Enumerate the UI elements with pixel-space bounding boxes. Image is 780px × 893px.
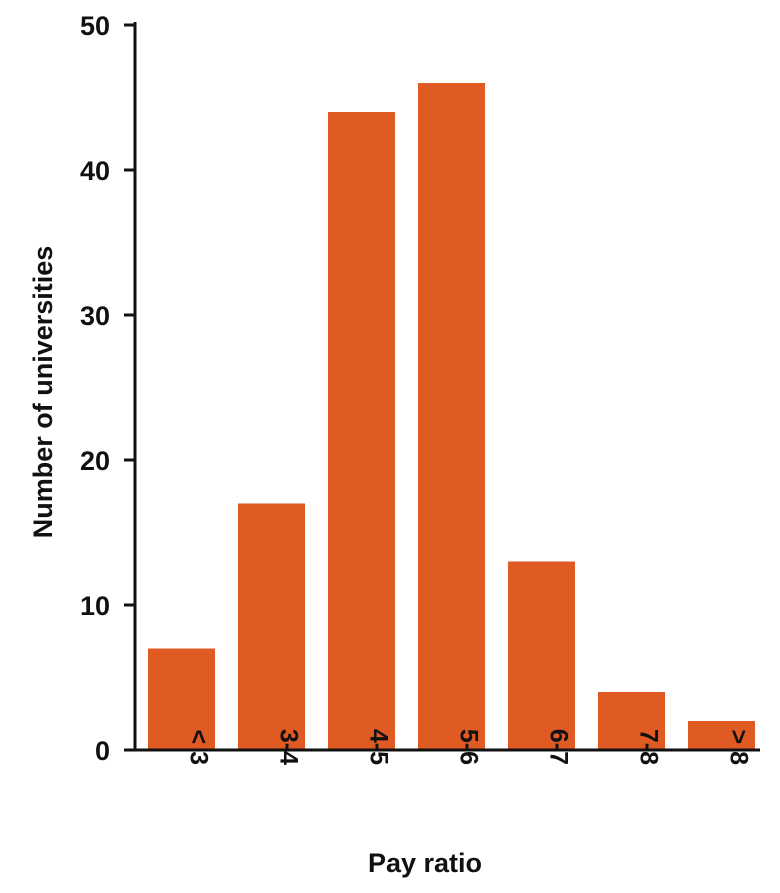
x-tick-label: 7-8 [635, 729, 663, 765]
y-axis-ticks: 0 10 20 30 40 50 [80, 11, 135, 766]
x-tick-label: 3-4 [275, 729, 303, 765]
x-tick-label: 4-5 [365, 729, 393, 765]
bar-5 [598, 692, 665, 750]
bar-6 [688, 721, 755, 750]
x-tick-label: 6-7 [545, 729, 573, 765]
bar-3 [418, 83, 485, 750]
x-tick-label: < 3 [185, 730, 213, 765]
bar-2 [328, 112, 395, 750]
y-tick-label: 20 [80, 446, 110, 476]
x-tick-label: > 8 [725, 730, 753, 766]
bar-1 [238, 503, 305, 750]
y-axis-title: Number of universities [28, 246, 58, 539]
bars-group [148, 83, 755, 750]
x-tick-label: 5-6 [455, 729, 483, 765]
y-tick-label: 40 [80, 156, 110, 186]
x-axis-tick-labels: < 3 3-4 4-5 5-6 6-7 7-8 > 8 [185, 729, 753, 765]
bar-4 [508, 561, 575, 750]
y-tick-label: 50 [80, 11, 110, 41]
y-tick-label: 0 [95, 736, 110, 766]
y-tick-label: 10 [80, 591, 110, 621]
y-tick-label: 30 [80, 301, 110, 331]
bar-0 [148, 648, 215, 750]
x-axis-title: Pay ratio [368, 848, 482, 878]
